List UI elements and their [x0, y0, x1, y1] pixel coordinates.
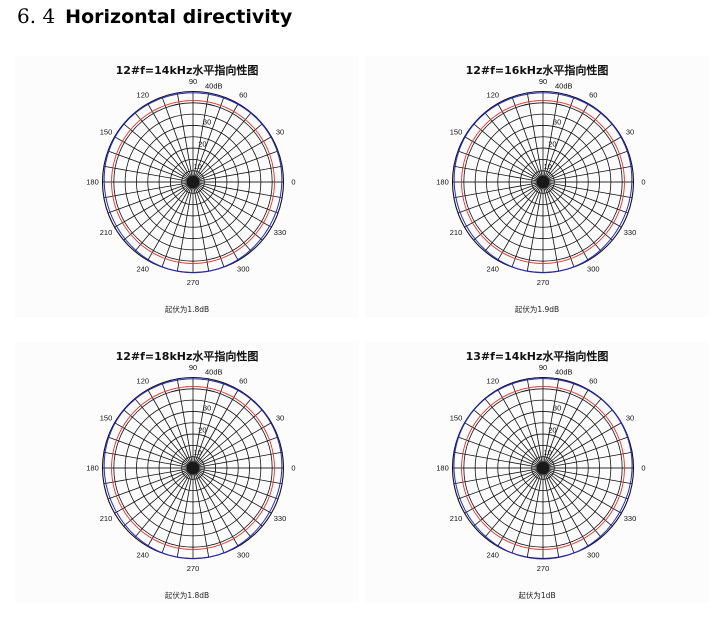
polar-grid — [451, 90, 635, 274]
angle-tick-label: 150 — [450, 127, 463, 136]
section-heading: 6. 4 Horizontal directivity — [17, 4, 292, 34]
angle-tick-label: 270 — [187, 564, 200, 573]
radial-tick-label: 10 — [194, 162, 202, 171]
chart-caption: 起伏为1.8dB — [164, 305, 210, 314]
angle-tick-label: 30 — [626, 413, 634, 422]
angle-tick-label: 240 — [136, 265, 149, 274]
radial-tick-label: 30 — [553, 118, 561, 127]
radial-tick-label: 40dB — [205, 368, 223, 377]
polar-plot: 0 30 60 90 120 150 180 210 240 270 300 330 10 20 30 40d… — [436, 363, 645, 573]
angle-tick-label: 330 — [274, 514, 287, 523]
series-blue-line — [103, 378, 283, 560]
chart-caption: 起伏为1.8dB — [164, 591, 210, 600]
angle-tick-label: 270 — [537, 278, 550, 287]
polar-grid — [101, 90, 285, 274]
series-blue-line — [453, 92, 633, 274]
radial-tick-label: 10 — [544, 448, 552, 457]
angle-tick-label: 180 — [436, 178, 449, 187]
radial-tick-label: 10 — [194, 448, 202, 457]
angle-tick-label: 240 — [486, 265, 499, 274]
polar-chart-panel-4: 0 30 60 90 120 150 180 210 240 270 300 330 10 20 30 40d… — [365, 342, 709, 603]
angle-tick-label: 30 — [626, 127, 634, 136]
angle-tick-label: 300 — [237, 551, 250, 560]
polar-chart-panel-1: 0 30 60 90 120 150 180 210 240 270 300 330 10 20 30 40d… — [15, 56, 359, 317]
polar-chart-panel-2: 0 30 60 90 120 150 180 210 240 270 300 330 10 20 30 40d… — [365, 56, 709, 317]
angle-tick-label: 60 — [239, 91, 247, 100]
series-red-line — [461, 386, 625, 550]
angle-tick-label: 240 — [136, 551, 149, 560]
chart-title: 13#f=14kHz水平指向性图 — [465, 350, 609, 363]
angle-tick-label: 60 — [589, 91, 597, 100]
angle-tick-label: 0 — [641, 178, 645, 187]
radial-tick-label: 20 — [548, 426, 556, 435]
angle-tick-label: 180 — [86, 464, 99, 473]
angle-tick-label: 120 — [487, 377, 500, 386]
radial-tick-label: 30 — [203, 404, 211, 413]
radial-tick-label: 20 — [198, 426, 206, 435]
series-red-line — [111, 100, 275, 264]
polar-grid — [451, 376, 635, 560]
angle-tick-label: 120 — [137, 91, 150, 100]
angle-tick-label: 210 — [100, 514, 113, 523]
radial-tick-label: 40dB — [205, 82, 223, 91]
angle-tick-label: 180 — [436, 464, 449, 473]
polar-chart-panel-3: 0 30 60 90 120 150 180 210 240 270 300 330 10 20 30 40d… — [15, 342, 359, 603]
angle-tick-label: 120 — [487, 91, 500, 100]
angle-tick-label: 30 — [276, 413, 284, 422]
angle-tick-label: 90 — [189, 77, 197, 86]
series-blue-line — [453, 378, 633, 560]
angle-tick-label: 90 — [539, 363, 547, 372]
radial-tick-label: 10 — [544, 162, 552, 171]
angle-tick-label: 330 — [624, 228, 637, 237]
angle-tick-label: 210 — [450, 514, 463, 523]
section-title: Horizontal directivity — [65, 6, 293, 28]
radial-tick-label: 30 — [203, 118, 211, 127]
angle-tick-label: 60 — [239, 377, 247, 386]
angle-tick-label: 270 — [537, 564, 550, 573]
polar-plot: 0 30 60 90 120 150 180 210 240 270 300 330 10 20 30 40d… — [436, 77, 645, 287]
polar-plot: 0 30 60 90 120 150 180 210 240 270 300 330 10 20 30 40d… — [86, 363, 295, 573]
chart-caption: 起伏为1.9dB — [514, 305, 560, 314]
angle-tick-label: 150 — [100, 127, 113, 136]
angle-tick-label: 300 — [587, 265, 600, 274]
angle-tick-label: 150 — [450, 413, 463, 422]
angle-tick-label: 330 — [274, 228, 287, 237]
angle-tick-label: 90 — [539, 77, 547, 86]
polar-grid — [101, 376, 285, 560]
section-number: 6. 4 — [17, 4, 56, 28]
polar-plot: 0 30 60 90 120 150 180 210 240 270 300 330 10 20 30 40d… — [86, 77, 295, 287]
angle-tick-label: 0 — [641, 464, 645, 473]
radial-tick-label: 20 — [548, 140, 556, 149]
angle-tick-label: 180 — [86, 178, 99, 187]
radial-tick-label: 30 — [553, 404, 561, 413]
angle-tick-label: 150 — [100, 413, 113, 422]
angle-tick-label: 210 — [450, 228, 463, 237]
angle-tick-label: 210 — [100, 228, 113, 237]
angle-tick-label: 120 — [137, 377, 150, 386]
series-blue-line — [103, 92, 283, 274]
angle-tick-label: 300 — [237, 265, 250, 274]
chart-title: 12#f=14kHz水平指向性图 — [115, 64, 259, 77]
angle-tick-label: 60 — [589, 377, 597, 386]
angle-tick-label: 300 — [587, 551, 600, 560]
chart-caption: 起伏为1dB — [518, 591, 556, 600]
angle-tick-label: 30 — [276, 127, 284, 136]
series-red-line — [111, 386, 275, 550]
angle-tick-label: 330 — [624, 514, 637, 523]
radial-tick-label: 20 — [198, 140, 206, 149]
radial-tick-label: 40dB — [555, 368, 573, 377]
angle-tick-label: 270 — [187, 278, 200, 287]
angle-tick-label: 240 — [486, 551, 499, 560]
angle-tick-label: 90 — [189, 363, 197, 372]
radial-tick-label: 40dB — [555, 82, 573, 91]
angle-tick-label: 0 — [291, 178, 295, 187]
angle-tick-label: 0 — [291, 464, 295, 473]
chart-title: 12#f=18kHz水平指向性图 — [115, 350, 259, 363]
series-red-line — [461, 100, 625, 264]
chart-title: 12#f=16kHz水平指向性图 — [465, 64, 609, 77]
